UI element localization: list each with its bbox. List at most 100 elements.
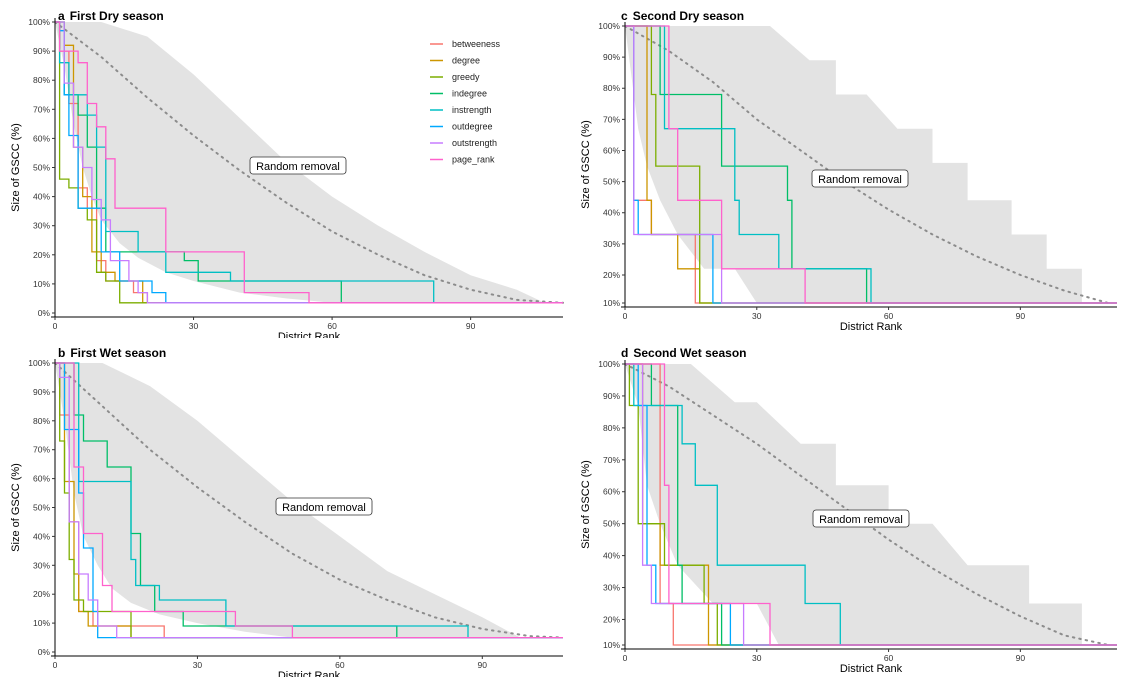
series-line-instrength <box>625 25 1117 304</box>
legend-label: outstrength <box>452 138 497 148</box>
x-tick-label: 30 <box>752 653 762 663</box>
series-line-page-rank <box>625 363 1117 646</box>
x-tick-label: 0 <box>53 660 58 670</box>
y-tick-label: 70% <box>603 455 620 465</box>
y-tick-label: 90% <box>33 46 50 56</box>
y-tick-label: 80% <box>603 423 620 433</box>
panel-c: 10% 20% 30% 40% 50% 60% 70% 80% 90% 100% 0 30 60 90 Di… <box>575 0 1140 338</box>
chart-panel-b: 0% 10% 20% 30% 40% 50% 60% 70% 80% 90% 100% 0 30 60 90… <box>10 346 564 677</box>
random-removal-band <box>625 26 1117 303</box>
x-tick-label: 90 <box>1016 653 1026 663</box>
series-line-instrength <box>55 362 563 639</box>
y-tick-label: 30% <box>603 583 620 593</box>
y-tick-label: 30% <box>33 560 50 570</box>
x-tick-label: 90 <box>478 660 488 670</box>
y-tick-label: 100% <box>28 358 50 368</box>
x-tick-label: 60 <box>884 653 894 663</box>
y-tick-label: 20% <box>603 270 620 280</box>
panel-b: 0% 10% 20% 30% 40% 50% 60% 70% 80% 90% 100% 0 30 60 90… <box>0 339 575 677</box>
random-removal-band <box>625 364 1117 645</box>
series-line-greedy <box>625 25 1117 304</box>
x-tick-label: 0 <box>623 311 628 321</box>
y-tick-label: 40% <box>33 531 50 541</box>
y-tick-label: 20% <box>33 589 50 599</box>
panel-title-text: Second Dry season <box>633 9 744 23</box>
y-tick-label: 40% <box>33 192 50 202</box>
y-tick-label: 90% <box>33 387 50 397</box>
random-removal-label-box <box>275 497 373 516</box>
y-tick-label: 30% <box>603 239 620 249</box>
x-tick-label: 90 <box>1016 311 1026 321</box>
y-tick-label: 90% <box>603 391 620 401</box>
random-removal-label: Random removal <box>811 169 909 188</box>
legend-label: degree <box>452 56 480 66</box>
y-tick-label: 80% <box>33 75 50 85</box>
random-removal-mean-curve <box>54 362 564 639</box>
panel-title: b First Wet season <box>58 346 166 360</box>
y-axis-label: Size of GSCC (%) <box>10 123 22 212</box>
y-tick-label: 100% <box>28 17 50 27</box>
chart-panel-d: 10% 20% 30% 40% 50% 60% 70% 80% 90% 100% 0 30 60 90 Di… <box>580 346 1117 675</box>
x-axis-label: District Rank <box>840 321 903 333</box>
series-line-outstrength <box>55 362 563 639</box>
random-removal-band <box>55 363 563 638</box>
x-tick-label: 60 <box>335 660 345 670</box>
random-removal-label: Random removal <box>812 509 910 528</box>
legend-label: greedy <box>452 72 480 82</box>
y-tick-label: 30% <box>33 221 50 231</box>
x-axis-label: District Rank <box>278 331 341 338</box>
y-tick-label: 10% <box>33 279 50 289</box>
legend-label: outdegree <box>452 122 493 132</box>
chart-panel-a: 0% 10% 20% 30% 40% 50% 60% 70% 80% 90% 100% 0 30 60 90… <box>10 9 564 338</box>
x-tick-label: 0 <box>53 321 58 331</box>
y-tick-label: 50% <box>603 519 620 529</box>
y-tick-label: 80% <box>33 416 50 426</box>
random-removal-label-box <box>812 509 910 528</box>
series-line-greedy <box>55 21 563 304</box>
y-tick-label: 40% <box>603 551 620 561</box>
y-axis-label: Size of GSCC (%) <box>580 120 592 209</box>
x-tick-label: 90 <box>466 321 476 331</box>
random-removal-mean-curve <box>624 25 1110 304</box>
y-tick-label: 70% <box>33 104 50 114</box>
random-removal-label-text: Random removal <box>819 514 903 526</box>
legend-label: betweeness <box>452 39 501 49</box>
panel-letter: c <box>621 9 628 23</box>
panel-title-text: First Dry season <box>70 9 164 23</box>
y-tick-label: 10% <box>603 640 620 650</box>
y-axis-label: Size of GSCC (%) <box>580 460 592 549</box>
y-tick-label: 40% <box>603 208 620 218</box>
x-tick-label: 60 <box>327 321 337 331</box>
series-line-outdegree <box>55 21 563 304</box>
y-tick-label: 60% <box>33 133 50 143</box>
panel-title: d Second Wet season <box>621 346 747 360</box>
random-removal-mean-curve <box>624 363 1110 646</box>
legend-label: instrength <box>452 105 492 115</box>
panel-a: 0% 10% 20% 30% 40% 50% 60% 70% 80% 90% 100% 0 30 60 90… <box>0 0 575 338</box>
series-line-greedy <box>625 363 1117 646</box>
y-tick-label: 20% <box>603 614 620 624</box>
series-line-indegree <box>55 362 563 639</box>
y-tick-label: 10% <box>603 298 620 308</box>
y-tick-label: 50% <box>603 177 620 187</box>
panel-title: c Second Dry season <box>621 9 744 23</box>
y-tick-label: 10% <box>33 618 50 628</box>
y-tick-label: 60% <box>603 487 620 497</box>
random-removal-label-text: Random removal <box>818 174 902 186</box>
random-removal-mean-curve <box>54 21 564 304</box>
panel-letter: d <box>621 346 628 360</box>
random-removal-band <box>55 22 563 303</box>
x-axis-label: District Rank <box>840 663 903 675</box>
y-tick-label: 70% <box>603 114 620 124</box>
y-tick-label: 90% <box>603 52 620 62</box>
random-removal-label: Random removal <box>249 156 347 175</box>
y-tick-label: 20% <box>33 250 50 260</box>
random-removal-label-box <box>811 169 909 188</box>
panel-d: 10% 20% 30% 40% 50% 60% 70% 80% 90% 100% 0 30 60 90 Di… <box>575 339 1140 677</box>
panel-title-text: Second Wet season <box>633 346 746 360</box>
x-tick-label: 30 <box>189 321 199 331</box>
chart-panel-c: 10% 20% 30% 40% 50% 60% 70% 80% 90% 100% 0 30 60 90 Di… <box>580 9 1117 333</box>
random-removal-label-box <box>249 156 347 175</box>
y-tick-label: 100% <box>598 21 620 31</box>
x-tick-label: 30 <box>193 660 203 670</box>
